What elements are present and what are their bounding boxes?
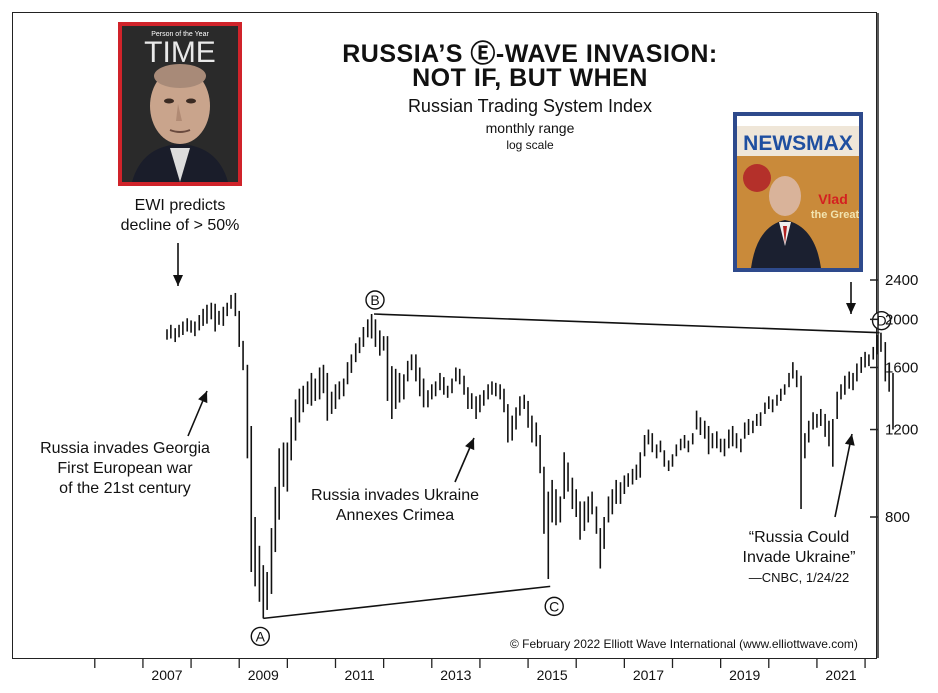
- x-tick-label: 2017: [633, 667, 664, 683]
- time-cover-header: Person of the Year: [151, 31, 209, 38]
- ewi-annotation: EWI predicts decline of > 50%: [100, 196, 260, 236]
- x-tick-label: 2011: [345, 667, 375, 683]
- cnbc-annotation: “Russia Could Invade Ukraine” —CNBC, 1/2…: [724, 528, 874, 588]
- x-tick-label: 2009: [248, 667, 279, 683]
- arrow-cnbc: [834, 433, 855, 518]
- time-magazine-cover: Person of the Year TIME: [118, 22, 242, 186]
- newsmax-magazine-cover: NEWSMAX Vlad the Great: [733, 112, 863, 272]
- ewi-annotation-line2: decline of > 50%: [120, 217, 240, 234]
- arrow-newsmax: [846, 282, 856, 314]
- wave-label-d: D: [871, 310, 892, 331]
- arrow-head: [173, 275, 183, 286]
- newsmax-cover-logo: NEWSMAX: [743, 132, 853, 155]
- copyright-notice: © February 2022 Elliott Wave Internation…: [510, 637, 858, 651]
- x-tick-label: 2019: [729, 667, 760, 683]
- cnbc-annotation-line2: Invade Ukraine”: [742, 549, 856, 566]
- ukraine-annotation-line1: Russia invades Ukraine: [310, 487, 480, 504]
- newsmax-cover-headline2: the Great: [811, 209, 859, 221]
- wave-label-a: A: [250, 626, 270, 647]
- x-tick-label: 2015: [537, 667, 568, 683]
- arrow-head: [465, 438, 475, 451]
- chart-subtitle: Russian Trading System Index: [407, 96, 653, 116]
- ukraine-annotation: Russia invades Ukraine Annexes Crimea: [290, 486, 500, 526]
- y-tick-label: 2400: [885, 272, 918, 289]
- arrow-ukraine: [454, 437, 475, 483]
- x-tick-label: 2021: [825, 667, 856, 683]
- time-cover-image: Person of the Year TIME: [122, 26, 238, 182]
- y-axis: 800 1200 1600 2000 2400: [870, 13, 918, 658]
- cnbc-annotation-line1: “Russia Could: [748, 529, 850, 546]
- ukraine-annotation-line2: Annexes Crimea: [335, 507, 455, 524]
- chart-title-line1: RUSSIA’S Ⓔ-WAVE INVASION:: [342, 40, 718, 68]
- wave-label-b: B: [365, 290, 385, 310]
- chart-title-line2: NOT IF, BUT WHEN: [412, 64, 648, 92]
- georgia-annotation-line1: Russia invades Georgia: [40, 440, 210, 457]
- arrow-head: [844, 434, 855, 446]
- wave-label-text: A: [256, 628, 266, 644]
- georgia-annotation-line2: First European war: [57, 460, 193, 477]
- overlay-layer: A B C D: [173, 243, 892, 647]
- trendline-b-d: [373, 313, 880, 334]
- arrow-georgia: [187, 390, 208, 437]
- arrow-shaft: [834, 433, 853, 518]
- arrow-head: [198, 391, 208, 404]
- y-tick-label: 2000: [885, 311, 918, 328]
- newsmax-cover-headline1: Vlad: [818, 191, 848, 207]
- wave-label-c: C: [544, 596, 564, 617]
- time-cover-logo: TIME: [144, 36, 216, 69]
- x-tick-label: 2007: [151, 667, 182, 683]
- georgia-annotation-line3: of the 21st century: [59, 480, 191, 497]
- x-axis: 2007 2009 2011 2013 2015 2017 2019 2021: [94, 658, 866, 683]
- wave-label-circle: [365, 290, 385, 310]
- y-tick-label: 1600: [885, 359, 918, 376]
- wave-label-circle: [544, 596, 564, 617]
- ewi-annotation-line1: EWI predicts: [134, 197, 226, 214]
- bars-layer: [166, 292, 894, 619]
- cnbc-annotation-line3: —CNBC, 1/24/22: [748, 570, 850, 585]
- wave-label-text: C: [549, 598, 559, 614]
- georgia-annotation: Russia invades Georgia First European wa…: [20, 439, 230, 499]
- wave-label-text: B: [370, 292, 379, 308]
- trendline-a-c: [263, 585, 551, 620]
- wave-label-text: D: [876, 313, 886, 329]
- y-tick-label: 1200: [885, 422, 918, 439]
- chart-subtitle-range: monthly range: [485, 120, 575, 136]
- y-tick-label: 800: [885, 509, 910, 526]
- x-tick-label: 2013: [440, 667, 471, 683]
- newsmax-cover-image: NEWSMAX Vlad the Great: [737, 116, 859, 268]
- arrow-head: [846, 303, 856, 314]
- chart-subtitle-scale: log scale: [506, 138, 554, 152]
- arrow-ewi: [173, 243, 183, 286]
- wave-label-circle: [250, 626, 270, 647]
- wave-label-circle: [871, 310, 892, 331]
